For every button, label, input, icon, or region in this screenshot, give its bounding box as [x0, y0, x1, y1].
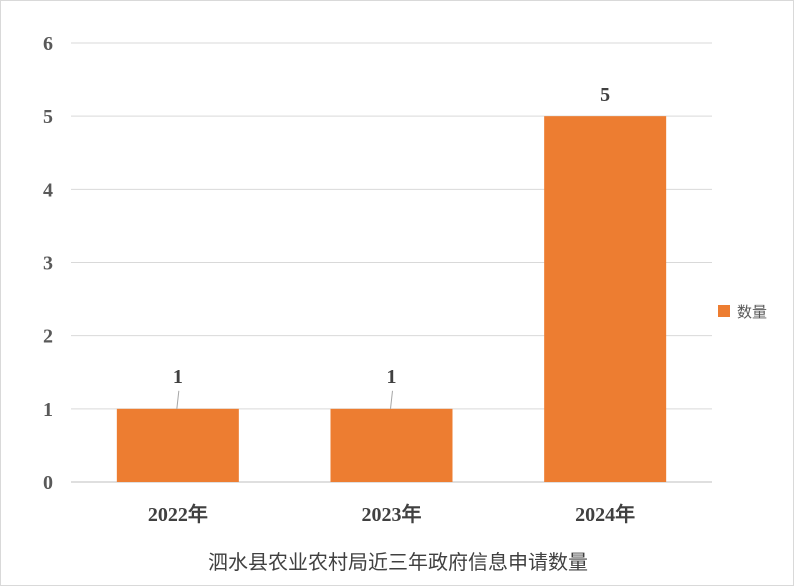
y-tick-label: 5 — [43, 106, 53, 128]
x-category-label: 2024年 — [575, 502, 635, 526]
legend-label: 数量 — [737, 303, 767, 321]
data-label-leader — [176, 390, 180, 409]
y-axis-ticks: 0 1 2 3 4 5 6 — [43, 33, 53, 494]
x-axis-categories: 2022年 2023年 2024年 — [148, 502, 635, 526]
y-tick-label: 0 — [43, 472, 53, 494]
y-tick-label: 1 — [43, 399, 53, 421]
legend: 数量 — [718, 303, 767, 321]
data-label: 5 — [600, 84, 610, 106]
y-tick-label: 3 — [43, 253, 53, 275]
data-labels: 1 1 5 — [173, 84, 610, 409]
data-label: 1 — [387, 366, 397, 388]
x-category-label: 2022年 — [148, 502, 208, 526]
data-label: 1 — [173, 366, 183, 388]
y-tick-label: 4 — [43, 179, 53, 201]
bar — [116, 408, 239, 482]
y-tick-label: 6 — [43, 33, 53, 55]
data-label-leader — [390, 390, 393, 409]
x-category-label: 2023年 — [362, 502, 422, 526]
y-tick-label: 2 — [43, 326, 53, 348]
legend-swatch — [718, 305, 730, 317]
bar — [330, 408, 453, 482]
bar — [544, 116, 667, 483]
bars — [116, 116, 667, 483]
chart-title: 泗水县农业农村局近三年政府信息申请数量 — [208, 550, 588, 574]
